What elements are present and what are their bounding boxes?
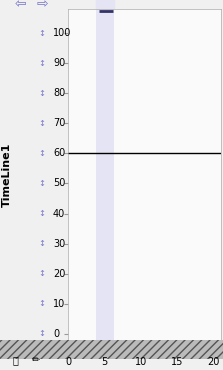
- Text: 0: 0: [65, 357, 71, 367]
- Text: 50: 50: [53, 178, 65, 188]
- Text: ↕: ↕: [39, 119, 46, 128]
- Text: ↕: ↕: [39, 149, 46, 158]
- Text: 80: 80: [53, 88, 65, 98]
- Text: TimeLine1: TimeLine1: [2, 142, 12, 206]
- Text: ✏: ✏: [32, 356, 40, 366]
- Text: 60: 60: [53, 148, 65, 158]
- Text: 40: 40: [53, 209, 65, 219]
- Text: ↕: ↕: [39, 209, 46, 218]
- Text: 20: 20: [207, 357, 220, 367]
- Text: ↕: ↕: [39, 29, 46, 38]
- Bar: [96, 0, 114, 9]
- Text: 🖼: 🖼: [13, 356, 19, 366]
- Text: 90: 90: [53, 58, 65, 68]
- Bar: [0, 340, 223, 359]
- Text: 10: 10: [135, 357, 147, 367]
- Text: 0: 0: [53, 329, 59, 339]
- Text: ↕: ↕: [39, 269, 46, 278]
- Text: 5: 5: [101, 357, 107, 367]
- Text: 10: 10: [53, 299, 65, 309]
- Text: ↕: ↕: [39, 299, 46, 308]
- Text: 30: 30: [53, 239, 65, 249]
- Bar: [96, 9, 114, 340]
- Text: 70: 70: [53, 118, 65, 128]
- Text: ⇨: ⇨: [37, 0, 48, 11]
- Text: ↕: ↕: [39, 239, 46, 248]
- Text: 15: 15: [171, 357, 183, 367]
- Text: ⇦: ⇦: [14, 0, 26, 11]
- Text: ↕: ↕: [39, 179, 46, 188]
- Text: 100: 100: [53, 28, 71, 38]
- Text: 20: 20: [53, 269, 65, 279]
- Text: ↕: ↕: [39, 89, 46, 98]
- Text: ↕: ↕: [39, 329, 46, 338]
- Text: ↕: ↕: [39, 59, 46, 68]
